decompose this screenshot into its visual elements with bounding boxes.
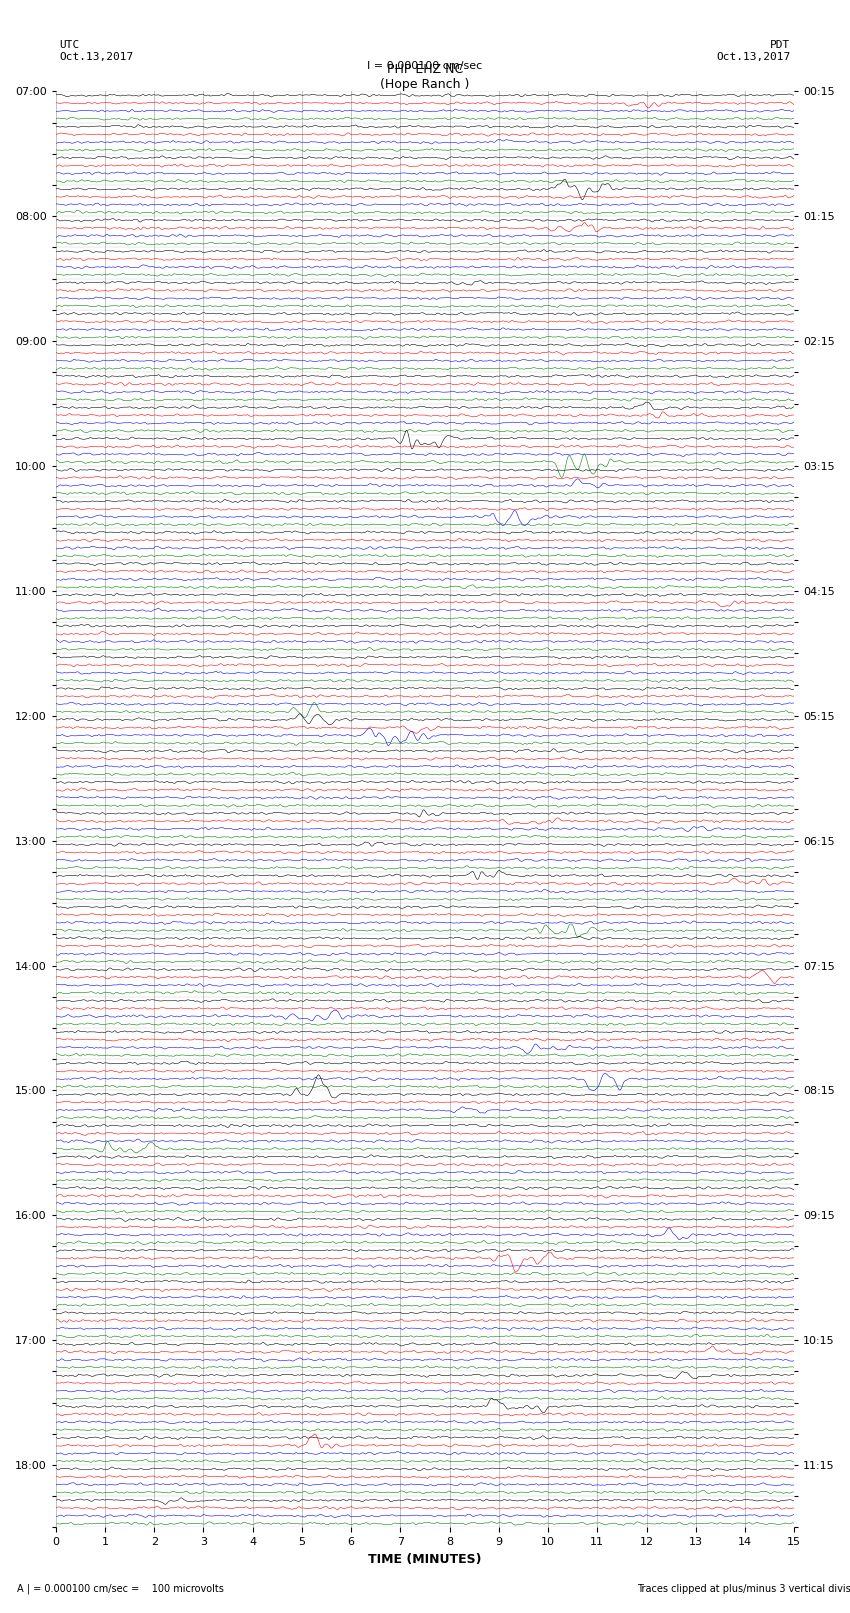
Text: Traces clipped at plus/minus 3 vertical divisions: Traces clipped at plus/minus 3 vertical … xyxy=(638,1584,850,1594)
Text: PDT
Oct.13,2017: PDT Oct.13,2017 xyxy=(717,40,790,61)
Title: PHP EHZ NC
(Hope Ranch ): PHP EHZ NC (Hope Ranch ) xyxy=(380,63,470,92)
Text: UTC
Oct.13,2017: UTC Oct.13,2017 xyxy=(60,40,133,61)
Text: A | = 0.000100 cm/sec =    100 microvolts: A | = 0.000100 cm/sec = 100 microvolts xyxy=(17,1582,224,1594)
X-axis label: TIME (MINUTES): TIME (MINUTES) xyxy=(368,1553,482,1566)
Text: I = 0.000100 cm/sec: I = 0.000100 cm/sec xyxy=(367,61,483,71)
